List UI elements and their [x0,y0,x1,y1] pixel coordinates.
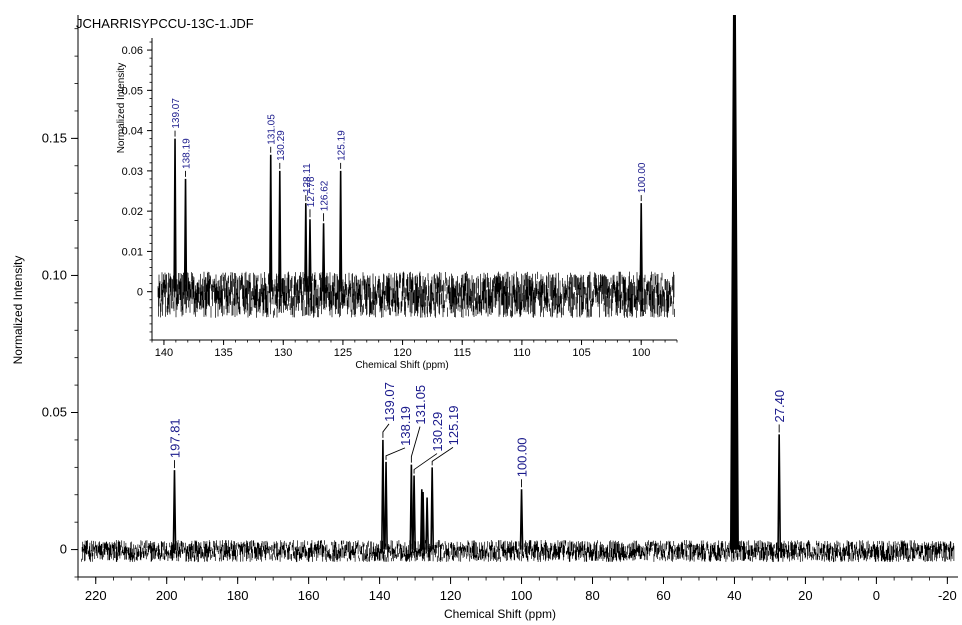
main-plot: 220 200 180 160 140 120 100 80 60 40 20 0 -2000.050.… [42,14,958,603]
inset-peak [304,203,308,292]
main-peak-label: 125.19 [446,406,461,446]
main-peak [519,489,524,550]
main-peak-leader [431,446,454,466]
inset-peak-label: 127.76 [306,176,317,207]
main-peak [172,470,177,550]
main-x-tick-label: 200 [156,588,178,603]
main-peak [729,14,739,550]
inset-peak-label: 139.07 [171,98,182,129]
inset-x-tick-label: 110 [513,347,531,359]
inset-y-tick-label: 0.05 [122,85,143,97]
inset-x-tick-label: 135 [214,347,232,359]
main-x-tick-label: 160 [298,588,320,603]
spectrum-file-title: JCHARRISYPCCU-13C-1.JDF [76,16,254,31]
main-peak [421,491,425,550]
inset-y-tick-label: 0.04 [122,126,143,138]
main-peak-leader [413,453,438,474]
inset-peak-label: 130.29 [276,130,287,161]
main-peak [384,461,388,550]
inset-peak [269,154,273,292]
inset-x-tick-label: 115 [453,347,471,359]
main-x-tick-label: 0 [873,588,880,603]
main-x-tick-label: 20 [798,588,812,603]
main-y-tick-label: 0.10 [42,267,67,282]
inset-peak [183,178,188,292]
main-x-tick-label: -20 [938,588,957,603]
inset-peak [278,170,282,292]
inset-peak [308,219,312,292]
main-peak [381,439,385,550]
main-peak [425,497,429,550]
main-x-tick-label: 100 [511,588,533,603]
inset-x-axis-title: Chemical Shift (ppm) [355,360,448,371]
inset-plot: 140 135 130 125 120 115 110 105 100 0 0.01 0.02 0.03… [122,38,678,359]
main-peak-label: 27.40 [772,390,787,423]
main-x-tick-label: 40 [727,588,741,603]
inset-peak [173,138,177,292]
main-x-tick-label: 120 [440,588,462,603]
inset-y-axis-title: Normalized Intensity [116,63,127,154]
inset-y-tick-label: 0.01 [122,246,143,258]
main-peak-label: 197.81 [167,418,182,458]
main-peak-label: 131.05 [413,385,428,425]
inset-x-tick-label: 100 [632,347,650,359]
main-peak-leader [410,426,421,463]
main-peak [409,464,414,550]
inset-y-tick-label: 0.03 [122,166,143,178]
main-y-axis-title: Normalized Intensity [11,256,25,365]
main-peak-label: 130.29 [430,412,445,452]
main-peak [777,434,782,550]
inset-peak [338,170,343,292]
main-x-tick-label: 80 [585,588,599,603]
main-x-tick-label: 220 [85,588,107,603]
inset-peak-label: 126.62 [320,180,331,211]
main-peak-leader [382,423,390,438]
inset-x-tick-label: 130 [274,347,292,359]
inset-peak-label: 125.19 [337,130,348,161]
main-x-tick-label: 180 [227,588,249,603]
main-x-tick-label: 60 [656,588,670,603]
main-x-axis-title: Chemical Shift (ppm) [444,607,556,621]
main-peak [430,467,435,550]
main-x-tick-label: 140 [369,588,391,603]
main-peak-label: 138.19 [398,406,413,446]
inset-peak-label: 128.11 [302,163,313,193]
main-peak [412,475,416,550]
inset-y-tick-label: 0.02 [122,206,143,218]
main-y-tick-label: 0.15 [42,130,67,145]
inset-spectrum-trace [157,271,675,318]
inset-peak-label: 138.19 [182,138,193,169]
main-spectrum-trace [81,540,955,563]
main-peak-leader [385,447,406,460]
inset-peak [639,203,643,292]
inset-peak-label: 131.05 [267,114,278,145]
inset-x-tick-label: 140 [155,347,173,359]
inset-x-tick-label: 120 [393,347,411,359]
inset-peak [321,223,326,292]
inset-x-tick-label: 105 [572,347,590,359]
inset-y-tick-label: 0.06 [122,45,143,57]
main-peak-label: 139.07 [382,382,397,422]
inset-y-tick-label: 0 [137,287,143,299]
main-peak-label: 100.00 [515,438,530,478]
inset-peak-label: 100.00 [637,162,648,193]
main-y-tick-label: 0 [60,542,67,557]
main-y-tick-label: 0.05 [42,405,67,420]
inset-x-tick-label: 125 [334,347,352,359]
